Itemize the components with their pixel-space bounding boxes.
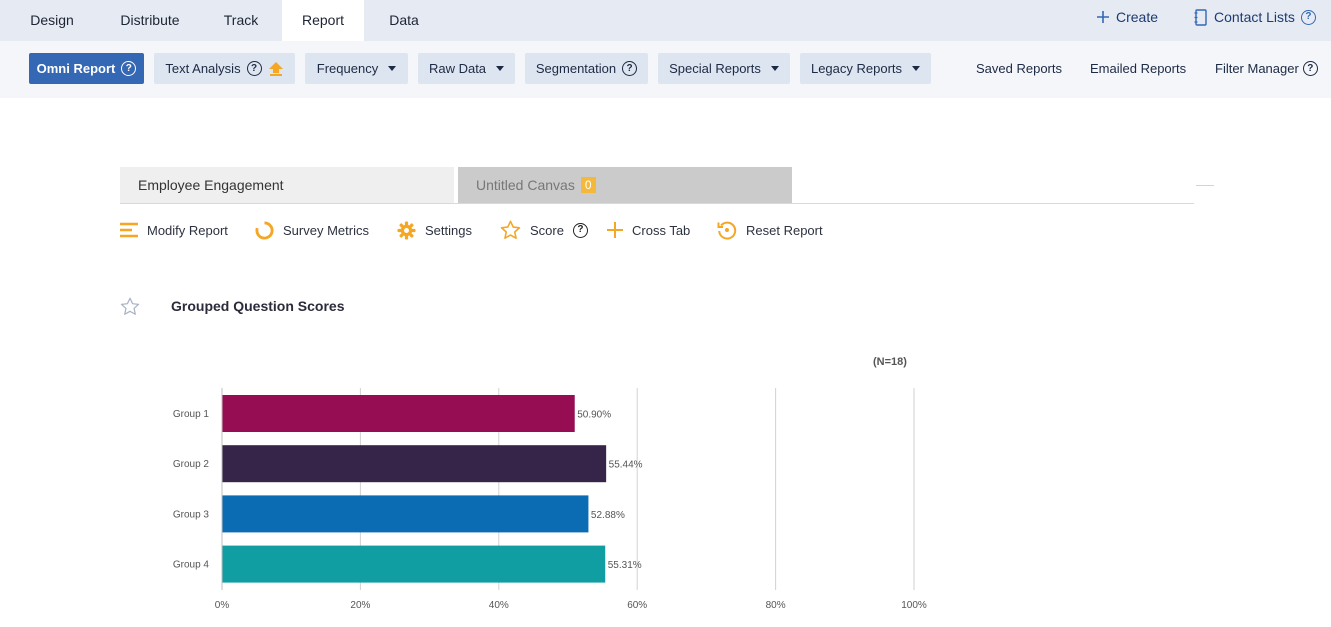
reset-report-button[interactable]: Reset Report (717, 219, 823, 241)
x-tick-label: 60% (627, 600, 647, 611)
help-icon[interactable]: ? (572, 222, 588, 238)
canvas-tab-label: Untitled Canvas (476, 177, 575, 193)
emailed-reports-link[interactable]: Emailed Reports (1090, 61, 1187, 76)
reset-icon (717, 221, 737, 240)
create-button[interactable]: Create (1096, 0, 1158, 34)
cross-tab-button[interactable]: Cross Tab (607, 219, 690, 241)
canvas-tab-employee-engagement[interactable]: Employee Engagement (120, 167, 454, 203)
special-reports-dropdown[interactable]: Special Reports (658, 53, 790, 84)
category-label: Group 3 (173, 509, 210, 520)
report-title: Grouped Question Scores (171, 298, 345, 314)
tab-track[interactable]: Track (223, 12, 259, 28)
data-label: 55.44% (609, 460, 643, 471)
chevron-down-icon (770, 66, 779, 71)
canvas-divider-short (1196, 185, 1214, 186)
help-icon[interactable]: ? (121, 61, 137, 76)
frequency-dropdown[interactable]: Frequency (305, 53, 408, 84)
data-label: 52.88% (591, 510, 625, 521)
canvas-count-badge: 0 (580, 177, 596, 193)
bar (222, 545, 606, 583)
bar (222, 495, 589, 533)
bar (222, 395, 575, 432)
omni-report-button[interactable]: Omni Report ? (29, 53, 144, 84)
raw-data-dropdown[interactable]: Raw Data (418, 53, 515, 84)
cross-tab-label: Cross Tab (632, 222, 691, 238)
help-icon[interactable]: ? (1300, 9, 1316, 25)
survey-metrics-button[interactable]: Survey Metrics (255, 219, 369, 241)
tab-distribute[interactable]: Distribute (120, 12, 180, 28)
menu-lines-icon (120, 222, 138, 238)
settings-label: Settings (425, 222, 472, 238)
contact-lists-button[interactable]: Contact Lists ? (1194, 0, 1316, 34)
chevron-down-icon (912, 66, 921, 71)
grouped-scores-bar-chart: 0% 20% 40% 60% 80% 100% Group 1 50.90% Group 2 55… (173, 388, 927, 611)
segmentation-button[interactable]: Segmentation ? (525, 53, 648, 84)
modify-report-button[interactable]: Modify Report (120, 219, 228, 241)
score-label: Score (530, 222, 564, 238)
canvas-tab-label: Employee Engagement (138, 177, 284, 193)
sample-size-label: (N=18) (873, 356, 907, 368)
upgrade-arrow-icon (268, 61, 283, 76)
score-button[interactable]: Score ? (500, 219, 588, 241)
help-icon[interactable]: ? (1302, 61, 1318, 76)
legacy-reports-dropdown[interactable]: Legacy Reports (800, 53, 931, 84)
address-book-icon (1194, 8, 1207, 26)
omni-report-label: Omni Report (36, 61, 116, 76)
x-tick-label: 0% (215, 600, 230, 611)
category-label: Group 2 (173, 459, 210, 470)
text-analysis-button[interactable]: Text Analysis ? (154, 53, 295, 84)
category-label: Group 1 (173, 409, 210, 420)
x-tick-label: 20% (350, 600, 370, 611)
data-label: 55.31% (608, 560, 642, 571)
bar (222, 445, 607, 483)
saved-reports-link[interactable]: Saved Reports (976, 61, 1062, 76)
survey-metrics-label: Survey Metrics (283, 222, 369, 238)
special-reports-label: Special Reports (669, 61, 761, 76)
plus-icon (607, 222, 623, 238)
create-label: Create (1116, 9, 1159, 25)
frequency-label: Frequency (316, 61, 379, 76)
x-tick-label: 80% (766, 600, 786, 611)
canvas-tab-untitled[interactable]: Untitled Canvas 0 (458, 167, 792, 203)
tab-report[interactable]: Report (282, 0, 364, 41)
category-label: Group 4 (173, 560, 210, 571)
raw-data-label: Raw Data (428, 61, 487, 76)
x-tick-label: 40% (489, 600, 509, 611)
text-analysis-label: Text Analysis (165, 61, 241, 76)
tab-data[interactable]: Data (389, 12, 419, 28)
settings-button[interactable]: Settings (397, 219, 472, 241)
filter-manager-link[interactable]: Filter Manager ? (1215, 53, 1318, 84)
help-icon[interactable]: ? (246, 61, 262, 76)
segmentation-label: Segmentation (535, 61, 617, 76)
star-icon (500, 220, 521, 239)
gear-icon (397, 220, 416, 240)
chevron-down-icon (496, 66, 505, 71)
donut-chart-icon (255, 220, 274, 239)
chevron-down-icon (388, 66, 397, 71)
reset-report-label: Reset Report (746, 222, 823, 238)
canvas-divider (120, 203, 1194, 204)
legacy-reports-label: Legacy Reports (810, 61, 903, 76)
favorite-star-icon[interactable] (120, 297, 140, 316)
plus-icon (1097, 11, 1109, 23)
help-icon[interactable]: ? (622, 61, 638, 76)
report-subnav: Omni Report ? Text Analysis ? Frequency … (0, 41, 1331, 98)
contact-lists-label: Contact Lists (1214, 9, 1295, 25)
modify-report-label: Modify Report (147, 222, 228, 238)
top-nav: Design Distribute Track Report Data Crea… (0, 0, 1331, 41)
x-tick-label: 100% (901, 600, 927, 611)
tab-design[interactable]: Design (30, 12, 74, 28)
data-label: 50.90% (577, 410, 611, 421)
filter-manager-label: Filter Manager (1215, 61, 1299, 76)
